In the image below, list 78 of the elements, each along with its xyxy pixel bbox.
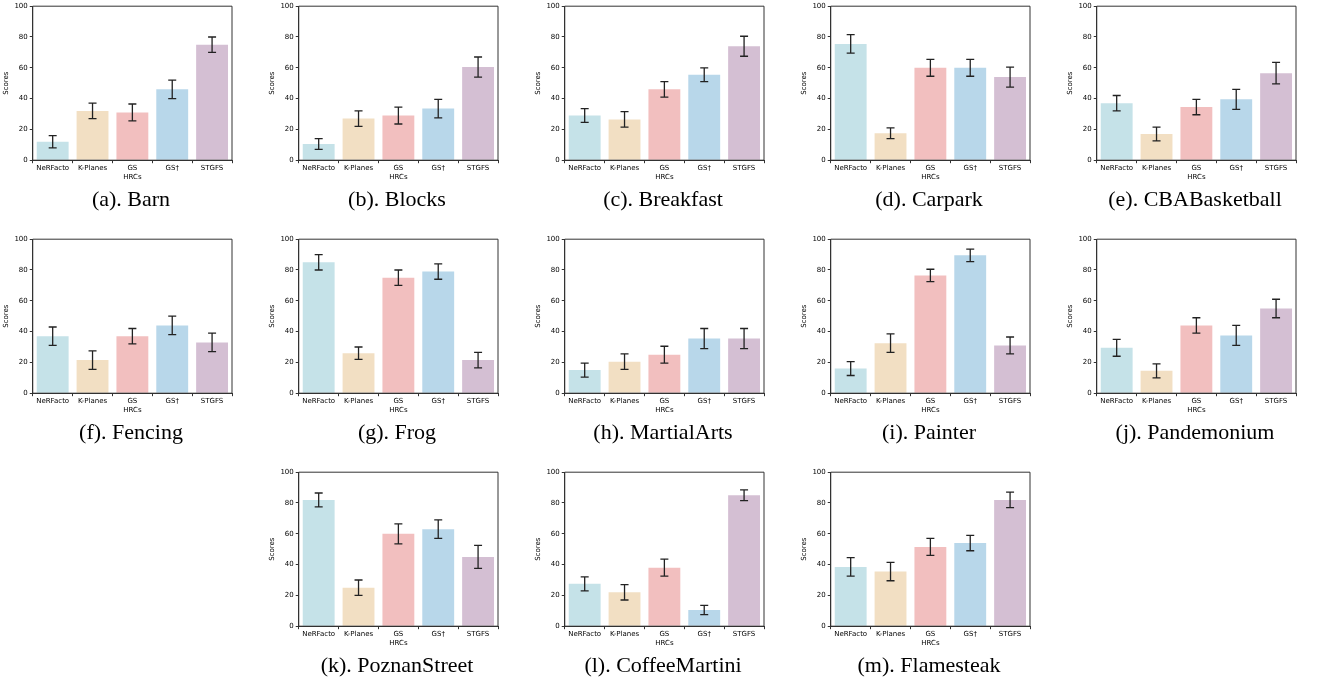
bar: [874, 571, 907, 626]
bar: [342, 118, 375, 160]
bar: [196, 342, 229, 393]
bar: [648, 354, 681, 393]
bar: [1220, 99, 1253, 160]
bar: [422, 529, 455, 626]
bar: [608, 592, 641, 626]
bar: [302, 144, 335, 160]
text: (j). Pandemonium: [1114, 419, 1276, 445]
bar: [914, 275, 947, 393]
bar: [648, 89, 681, 160]
bar: [302, 499, 335, 626]
bar: [382, 277, 415, 393]
bar: [1260, 73, 1293, 160]
bar: [834, 368, 867, 393]
text: (c). Breakfast: [602, 186, 724, 212]
bar: [1260, 308, 1293, 393]
bar: [382, 115, 415, 160]
bar: [196, 44, 229, 160]
text: (e). CBABasketball: [1107, 186, 1283, 212]
bar: [568, 370, 601, 393]
bar: [874, 343, 907, 393]
text: (g). Frog: [356, 419, 438, 445]
bar: [954, 67, 987, 160]
bar: [688, 338, 721, 393]
bar: [914, 67, 947, 160]
bar: [1140, 134, 1173, 160]
text: (b). Blocks: [347, 186, 447, 212]
text: (a). Barn: [90, 186, 172, 212]
bar: [648, 567, 681, 626]
bar: [568, 583, 601, 626]
bar: [422, 108, 455, 160]
text: (l). CoffeeMartini: [583, 652, 743, 678]
bar: [1180, 107, 1213, 160]
text: (d). Carpark: [874, 186, 984, 212]
bar: [76, 110, 109, 160]
bar: [342, 587, 375, 626]
bar: [728, 46, 761, 160]
text: (h). MartialArts: [592, 419, 734, 445]
bar: [834, 566, 867, 626]
bar: [608, 119, 641, 160]
bar: [994, 499, 1027, 626]
bar: [1220, 335, 1253, 393]
bar: [688, 610, 721, 626]
bar: [462, 556, 495, 626]
bar: [834, 43, 867, 160]
bar: [116, 112, 149, 160]
bar: [568, 115, 601, 160]
bar: [76, 360, 109, 393]
bar: [954, 543, 987, 626]
bar: [994, 345, 1027, 393]
bar: [914, 546, 947, 626]
text: (m). Flamesteak: [856, 652, 1002, 678]
bar: [1140, 370, 1173, 393]
bar: [874, 133, 907, 160]
bar: [954, 255, 987, 393]
bar: [156, 89, 189, 160]
bar: [462, 67, 495, 160]
bar: [1180, 325, 1213, 393]
bar: [36, 141, 69, 160]
bar: [994, 77, 1027, 160]
bar: [116, 336, 149, 393]
bar: [608, 361, 641, 393]
bar: [422, 271, 455, 393]
bar: [36, 336, 69, 393]
bar: [728, 338, 761, 393]
text: (i). Painter: [880, 419, 978, 445]
bar: [462, 360, 495, 393]
bar: [728, 495, 761, 626]
bar: [1100, 347, 1133, 393]
bar: [302, 262, 335, 393]
bar: [382, 533, 415, 626]
bar: [156, 325, 189, 393]
text: (f). Fencing: [78, 419, 184, 445]
bar: [342, 353, 375, 393]
bar: [688, 74, 721, 160]
text: (k). PoznanStreet: [319, 652, 475, 678]
bar: [1100, 103, 1133, 160]
